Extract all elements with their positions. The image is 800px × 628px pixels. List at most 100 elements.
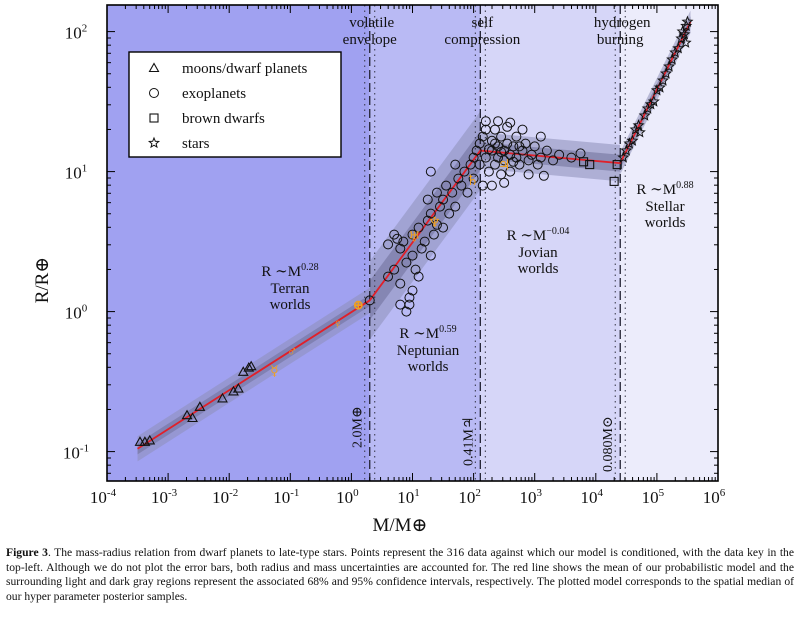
moon-point xyxy=(245,360,257,371)
moon-point xyxy=(232,382,244,393)
star-point xyxy=(633,126,646,138)
star-point xyxy=(620,144,633,156)
legend-label: exoplanets xyxy=(182,86,246,102)
tick-base: 10 xyxy=(151,488,168,507)
exoplanet-point xyxy=(389,264,400,275)
solar-system-planet: ♆ xyxy=(428,216,441,231)
exoplanet-point xyxy=(499,177,510,188)
exoplanet-point xyxy=(422,194,433,205)
tick-exponent: 6 xyxy=(720,487,726,499)
exoplanet-point xyxy=(554,149,565,160)
regime-exponent: 0.59 xyxy=(439,324,457,335)
regime-relation: R ∼M0.88 xyxy=(636,180,693,198)
tick-exponent: 2 xyxy=(82,23,88,35)
tick-base: 10 xyxy=(703,488,720,507)
tick-exponent: -4 xyxy=(107,487,117,499)
x-tick-label: 105 xyxy=(642,487,665,507)
exoplanet-point xyxy=(483,144,494,155)
tick-exponent: 0 xyxy=(353,487,359,499)
exoplanet-point xyxy=(413,271,424,282)
x-tick-label: 104 xyxy=(581,487,604,507)
region-jovian xyxy=(480,5,621,481)
exoplanet-point xyxy=(459,166,470,177)
brown-dwarf-point xyxy=(612,160,622,170)
exoplanet-point xyxy=(517,124,528,135)
star-point xyxy=(632,119,645,131)
exoplanet-point xyxy=(511,131,522,142)
y-axis-label: R/R⊕ xyxy=(32,257,53,304)
tick-base: 10 xyxy=(65,304,82,323)
exoplanet-point xyxy=(364,295,375,306)
legend-marker-square xyxy=(149,113,159,123)
exoplanet-point xyxy=(486,180,497,191)
exoplanet-point xyxy=(474,159,485,170)
tick-base: 10 xyxy=(642,488,659,507)
exoplanet-point xyxy=(462,187,473,198)
x-tick-label: 103 xyxy=(519,487,542,507)
exoplanet-point xyxy=(453,173,464,184)
tick-exponent: 2 xyxy=(475,487,481,499)
exoplanet-point xyxy=(383,239,394,250)
x-tick-label: 10-3 xyxy=(151,487,178,507)
tick-base: 10 xyxy=(458,488,475,507)
tick-exponent: 4 xyxy=(598,487,604,499)
exoplanet-point xyxy=(489,159,500,170)
star-point xyxy=(666,53,679,65)
solar-system-planet: ☿ xyxy=(270,364,279,379)
brown-dwarf-point xyxy=(585,160,595,170)
solar-system-planet: ♂ xyxy=(287,345,298,360)
x-axis-label: M/M⊕ xyxy=(373,515,428,536)
tick-base: 10 xyxy=(336,488,353,507)
caption-text: . The mass-radius relation from dwarf pl… xyxy=(6,546,795,603)
regime-suffix: worlds xyxy=(270,297,311,313)
x-tick-label: 10-1 xyxy=(273,487,299,507)
y-tick-label: 100 xyxy=(65,303,88,323)
exoplanet-point xyxy=(431,187,442,198)
exoplanet-point xyxy=(496,147,507,157)
x-tick-label: 10-2 xyxy=(212,487,238,507)
exoplanet-point xyxy=(523,155,534,166)
star-point xyxy=(617,151,630,163)
x-tick-label: 106 xyxy=(703,487,726,507)
tick-base: 10 xyxy=(519,488,536,507)
exoplanet-point xyxy=(456,180,467,191)
tick-exponent: 3 xyxy=(536,487,542,499)
model-mean-line xyxy=(137,21,692,450)
solar-system-planet: ♄ xyxy=(466,174,479,189)
moon-point xyxy=(181,409,193,420)
exoplanet-point xyxy=(538,170,549,181)
exoplanet-point xyxy=(520,138,531,149)
x-tick-label: 102 xyxy=(458,487,481,507)
exoplanet-point xyxy=(514,141,525,152)
exoplanet-point xyxy=(438,222,449,233)
regime-exponent: −0.04 xyxy=(546,226,569,237)
star-point xyxy=(676,25,689,37)
exoplanet-point xyxy=(438,194,449,205)
moon-point xyxy=(217,392,228,403)
transition-title-line-2: envelope xyxy=(343,32,397,48)
tick-exponent: 1 xyxy=(82,163,88,175)
exoplanet-point xyxy=(493,116,504,127)
star-point xyxy=(623,137,636,149)
tick-base: 10 xyxy=(212,488,229,507)
exoplanet-point xyxy=(444,208,455,219)
exoplanet-point xyxy=(450,201,461,212)
regime-relation: R ∼M0.59 xyxy=(399,324,456,342)
transition-title-line-1: self xyxy=(471,15,493,31)
regime-relation-base: R ∼M xyxy=(261,264,301,280)
star-point xyxy=(660,67,673,79)
caption-label: Figure 3 xyxy=(6,546,48,559)
moon-point xyxy=(144,434,156,445)
regime-relation: R ∼M−0.04 xyxy=(507,226,570,244)
exoplanet-point xyxy=(425,250,436,261)
exoplanet-point xyxy=(401,306,412,317)
star-point xyxy=(626,134,639,146)
exoplanet-point xyxy=(447,187,458,198)
exoplanet-point xyxy=(431,219,442,230)
exoplanet-point xyxy=(548,155,559,166)
regime-name: Stellar xyxy=(645,199,684,215)
star-point xyxy=(647,95,660,107)
legend-label: brown dwarfs xyxy=(182,111,265,127)
transition-title-line-2: compression xyxy=(444,32,520,48)
